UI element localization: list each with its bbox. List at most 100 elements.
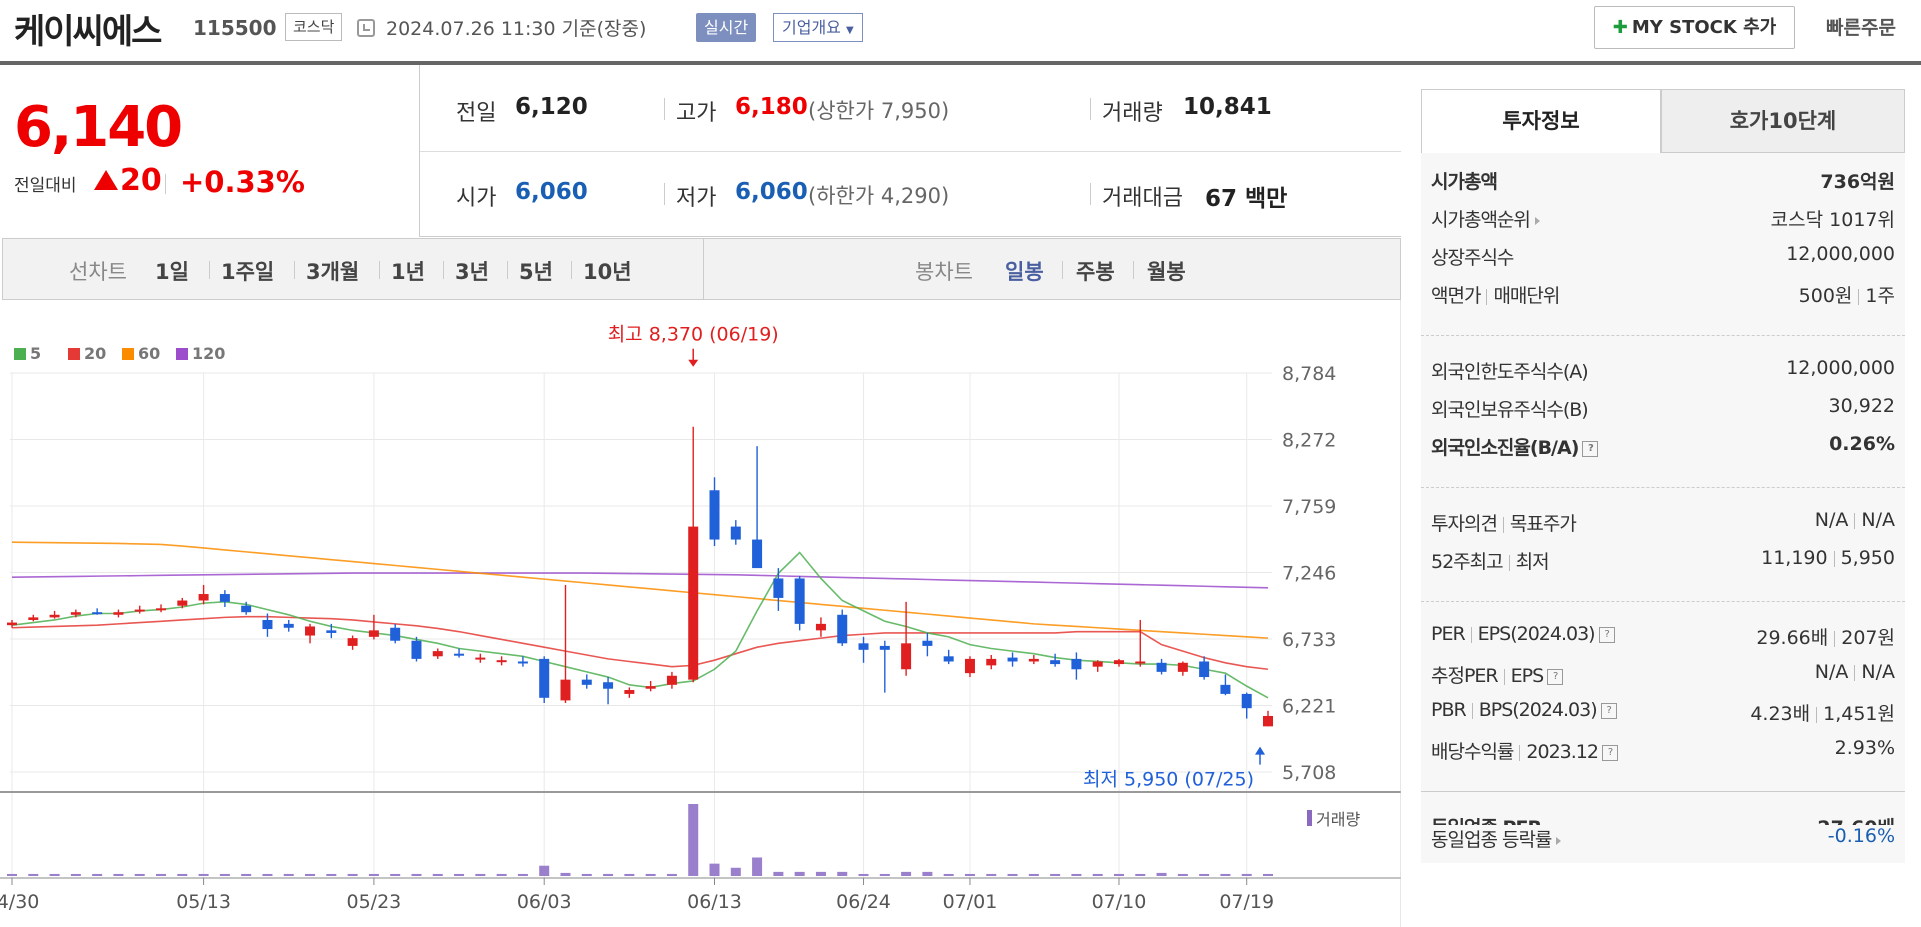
header-divider [0, 61, 1921, 65]
per-values: 29.66배 207원 [1756, 623, 1895, 650]
row-shares: 상장주식수 12,000,000 [1431, 243, 1895, 273]
volume-bar [1007, 873, 1018, 876]
help-icon[interactable]: ? [1582, 440, 1599, 457]
divider [507, 261, 508, 279]
help-icon[interactable]: ? [1547, 668, 1564, 685]
divider [209, 261, 210, 279]
section-divider [703, 239, 704, 299]
period-1w[interactable]: 1주일 [221, 260, 275, 284]
volume-bar [1071, 873, 1082, 876]
candle-body [645, 686, 656, 689]
compare-label: 전일대비 [14, 176, 77, 196]
period-1d[interactable]: 1일 [155, 260, 189, 284]
company-overview-button[interactable]: 기업개요 ▼ [773, 13, 863, 42]
stock-name: 케이씨에스 [14, 12, 162, 52]
period-1y[interactable]: 1년 [391, 260, 425, 284]
candle-body [156, 608, 167, 611]
candle-body [1113, 660, 1124, 665]
period-3m[interactable]: 3개월 [306, 260, 360, 284]
volume-bar [539, 865, 550, 876]
candle-body [858, 643, 869, 650]
volume-bar [1177, 873, 1188, 876]
x-tick-label: 04/30 [0, 891, 39, 913]
volume-bar [368, 873, 379, 876]
foreign-hold-value: 30,922 [1828, 395, 1895, 417]
help-icon[interactable]: ? [1598, 626, 1615, 643]
divider [1858, 288, 1860, 305]
help-icon[interactable]: ? [1600, 702, 1617, 719]
realtime-button[interactable]: 실시간 [696, 13, 757, 42]
high-label: 고가 [676, 101, 717, 126]
volume-bar [390, 873, 401, 876]
candle-body [262, 619, 273, 630]
volume-bar [156, 873, 167, 876]
divider [1090, 183, 1091, 205]
sector-change-link[interactable]: 동일업종 등락률 [1431, 825, 1562, 852]
candle-weekly[interactable]: 주봉 [1076, 260, 1115, 284]
divider [1133, 261, 1134, 279]
series-line-ma5 [11, 551, 1269, 699]
mcap-rank-link[interactable]: 시가총액순위 [1431, 205, 1540, 232]
legend-swatch [176, 348, 188, 360]
volume-value: 10,841 [1183, 94, 1272, 120]
tab-hoga-10[interactable]: 호가10단계 [1661, 89, 1905, 153]
help-icon[interactable]: ? [1601, 744, 1618, 761]
amount-value: 67 백만 [1205, 186, 1288, 212]
market-badge: 코스닥 [285, 13, 343, 41]
volume-bar [1156, 872, 1167, 876]
candle-body [1199, 661, 1210, 678]
row-per: PER EPS(2024.03)? 29.66배 207원 [1431, 623, 1895, 653]
candle-body [1028, 658, 1039, 662]
volume-bar [241, 873, 252, 876]
y-tick-label: 7,246 [1282, 563, 1336, 585]
est-eps-label: EPS [1510, 665, 1545, 687]
par-values: 500원 1주 [1799, 281, 1895, 308]
volume-bar [113, 873, 124, 876]
candle-body [517, 661, 528, 664]
divider [664, 183, 665, 205]
row-sector-change: 동일업종 등락률 -0.16% [1431, 825, 1895, 855]
row-est-per: 추정PER EPS? N/A N/A [1431, 661, 1895, 691]
volume-bar [198, 873, 209, 876]
pbr-labels: PBR BPS(2024.03)? [1431, 699, 1617, 721]
divider [571, 261, 572, 279]
volume-bar [666, 873, 677, 876]
candle-body [1263, 715, 1273, 727]
foreign-ratio-label: 외국인소진율(B/A) [1431, 437, 1579, 459]
candle-body [943, 656, 954, 662]
dashed-divider [1421, 487, 1905, 488]
candle-monthly[interactable]: 월봉 [1147, 260, 1186, 284]
volume-bar [922, 871, 933, 876]
volume-bar [70, 873, 81, 876]
per-value: 29.66배 [1756, 627, 1829, 649]
period-3y[interactable]: 3년 [455, 260, 489, 284]
tab-investment-info[interactable]: 투자정보 [1421, 89, 1661, 153]
x-tick-label: 07/10 [1092, 891, 1147, 913]
bps-value: 1,451원 [1823, 703, 1895, 725]
volume-legend-swatch [1307, 810, 1312, 826]
divider [1834, 630, 1836, 647]
volume-bar [454, 873, 465, 876]
period-5y[interactable]: 5년 [519, 260, 553, 284]
div-label: 배당수익률 [1431, 741, 1514, 763]
pbr-value: 4.23배 [1750, 703, 1811, 725]
volume-bar [943, 873, 954, 876]
period-bar: 선차트 1일 1주일 3개월 1년 3년 5년 10년 봉차트 일봉 주봉 월봉 [2, 238, 1401, 300]
volume-bar [964, 873, 975, 876]
unit-value: 1주 [1865, 285, 1895, 307]
volume-bar [794, 871, 805, 876]
div-value: 2.93% [1834, 737, 1895, 759]
quick-order-button[interactable]: 빠른주문 [1826, 13, 1896, 40]
candle-body [241, 605, 252, 613]
y-tick-label: 5,708 [1282, 762, 1336, 784]
legend-swatch [68, 348, 80, 360]
est-eps-value: N/A [1861, 661, 1895, 683]
candle-daily[interactable]: 일봉 [1005, 260, 1044, 284]
divider [1508, 554, 1510, 571]
candle-body [411, 640, 422, 659]
target-label: 목표주가 [1509, 513, 1577, 535]
legend-label: 5 [30, 344, 41, 363]
volume-bar [709, 863, 720, 876]
mystock-add-button[interactable]: ✚ MY STOCK 추가 [1594, 6, 1795, 49]
period-10y[interactable]: 10년 [583, 260, 632, 284]
